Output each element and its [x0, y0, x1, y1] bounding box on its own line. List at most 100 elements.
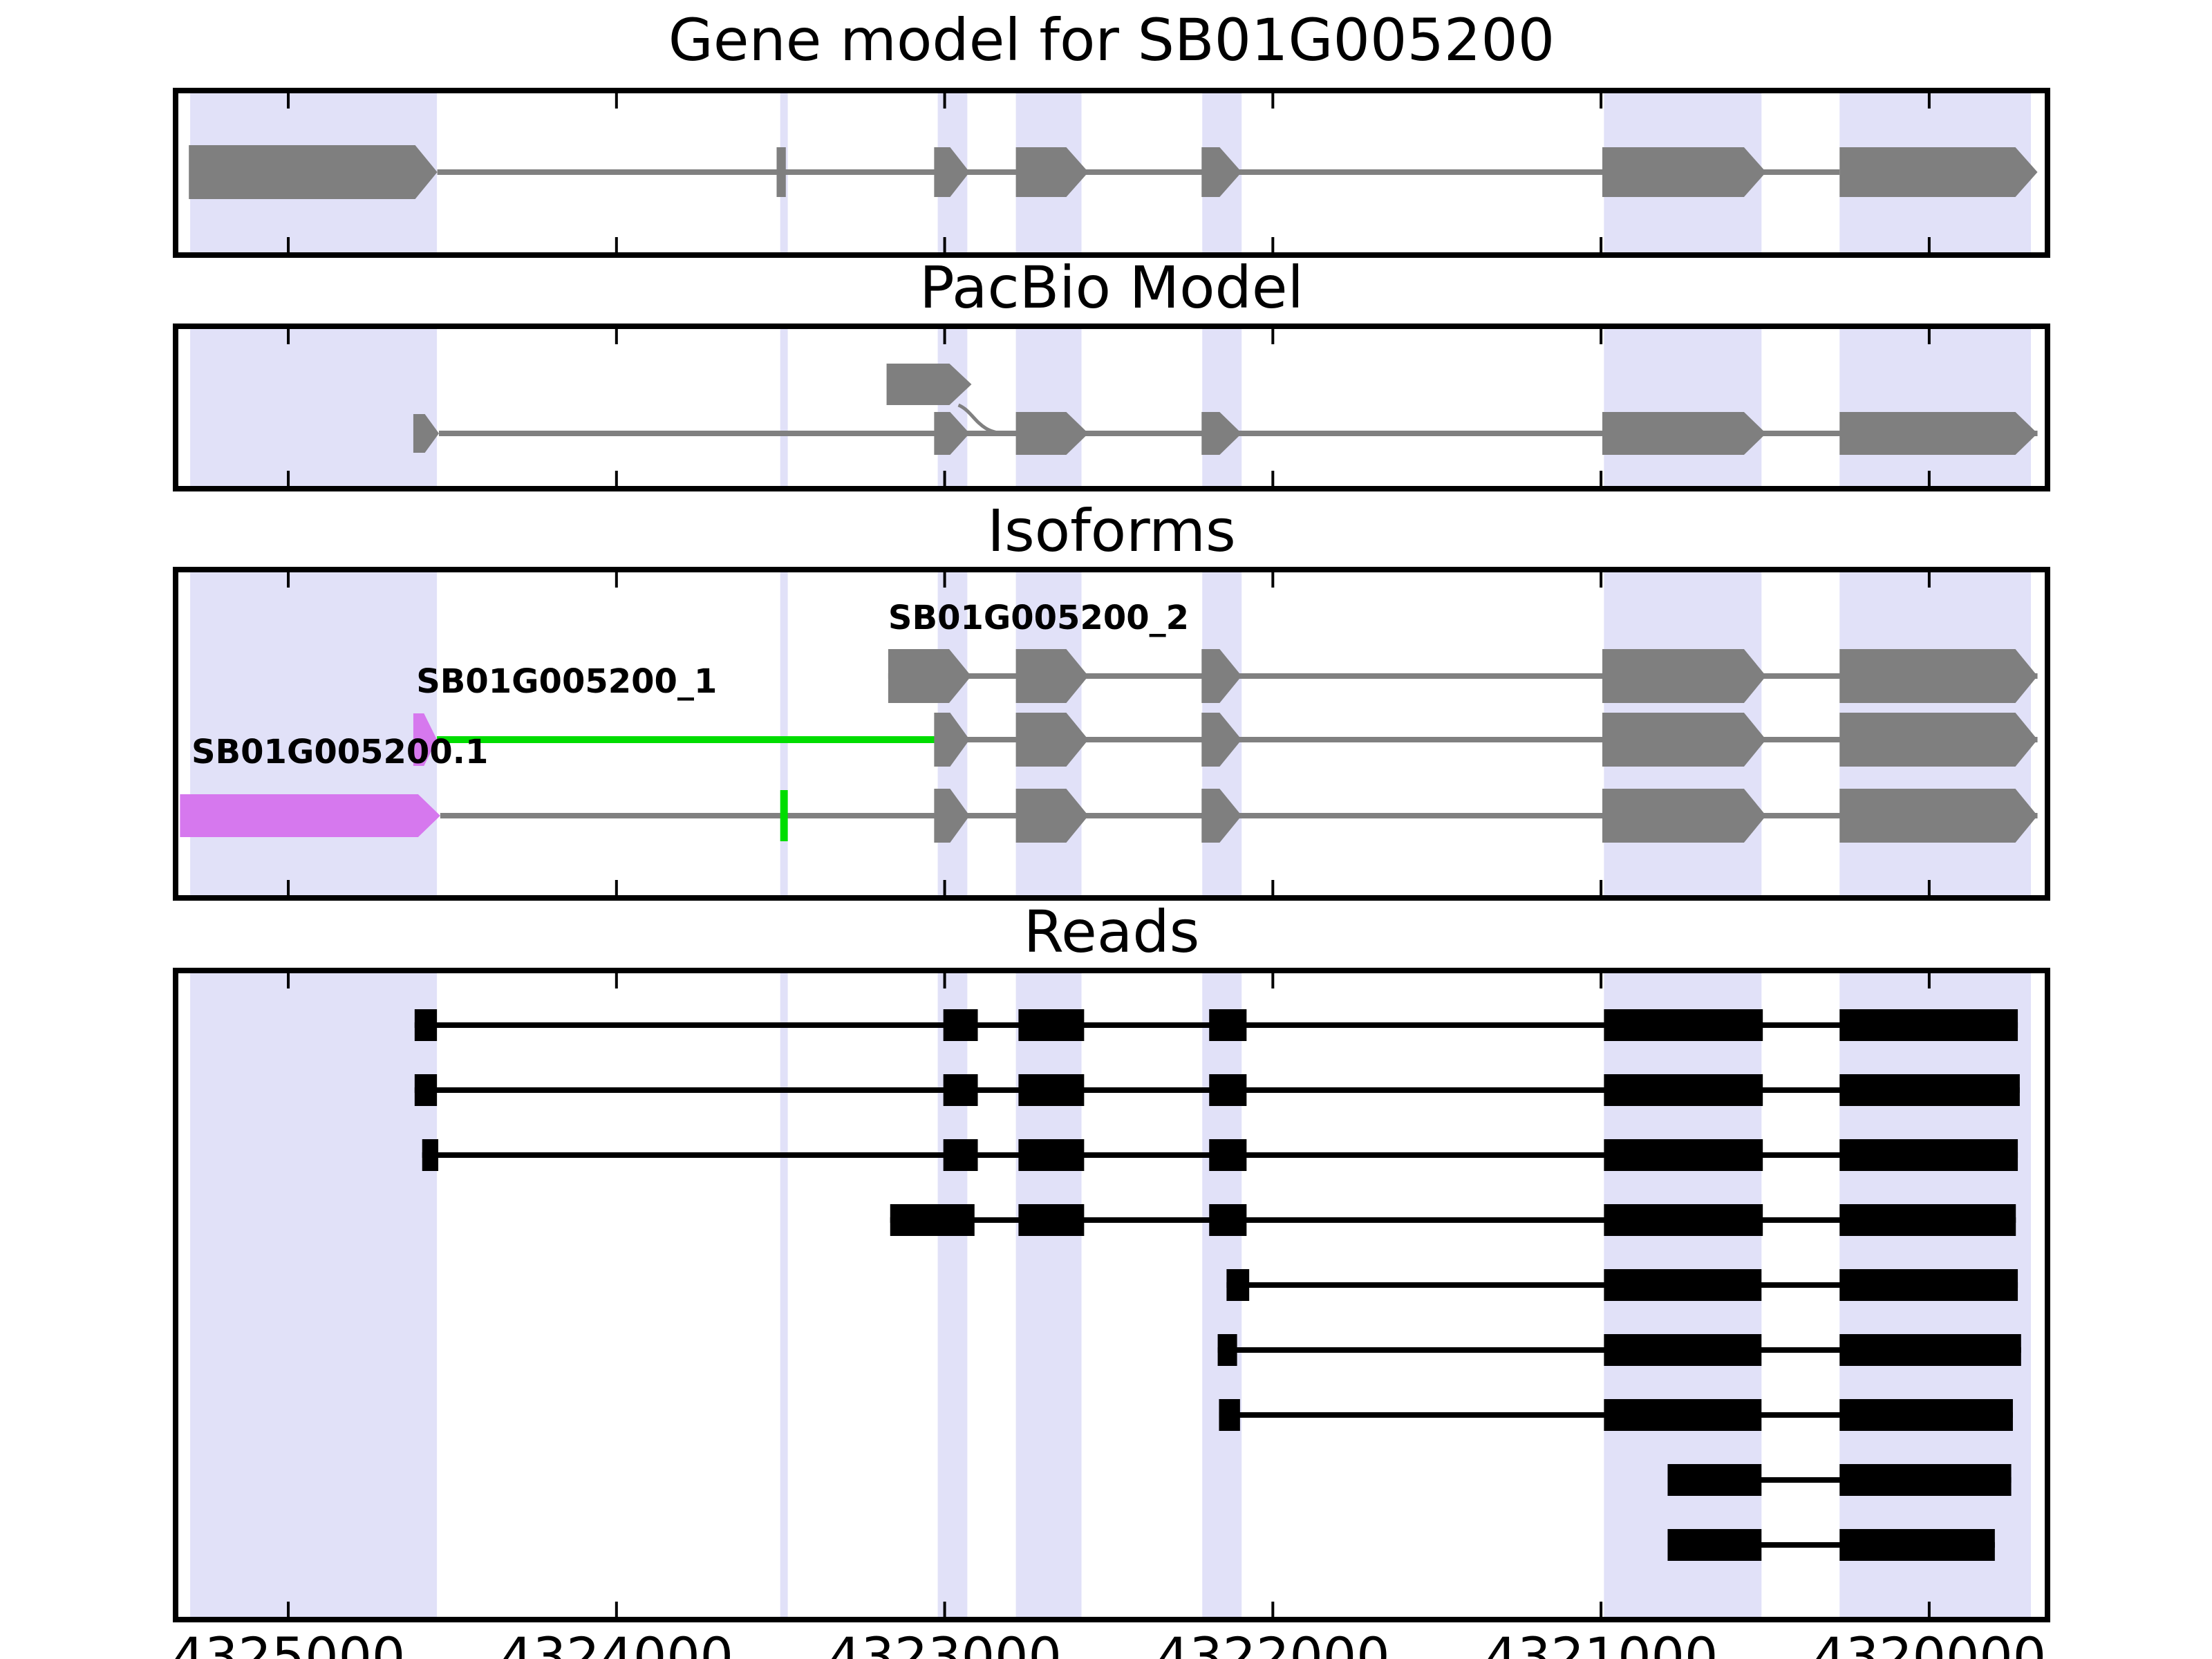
axis-tick-mark	[1271, 471, 1275, 486]
axis-tick-mark	[287, 572, 290, 588]
axis-tick-mark	[287, 237, 290, 252]
panel-gene-model	[173, 88, 2050, 258]
exon-arrow	[934, 713, 970, 767]
exon-arrow	[934, 789, 970, 843]
exon-arrow	[1602, 147, 1766, 197]
axis-tick-mark	[1600, 237, 1603, 252]
exon-arrow	[1015, 649, 1089, 703]
axis-tick-mark	[1271, 880, 1275, 895]
exon-arrow	[1201, 649, 1242, 703]
axis-tick-mark	[943, 93, 946, 109]
read-block	[1604, 1139, 1763, 1171]
read-block	[1604, 1204, 1763, 1236]
intron-line	[437, 169, 1840, 175]
exon-arrow	[1015, 713, 1089, 767]
exon-arrow	[413, 414, 439, 453]
exon-arrow	[1015, 789, 1089, 843]
axis-tick-mark	[1927, 329, 1931, 344]
axis-tick-mark	[615, 973, 618, 988]
read-block	[1018, 1074, 1085, 1106]
read-block	[890, 1204, 975, 1236]
highlight-band	[1015, 329, 1082, 486]
highlight-band	[190, 329, 438, 486]
panel-canvas	[180, 572, 2038, 895]
axis-tick-mark	[1927, 93, 1931, 109]
exon-arrow	[413, 713, 438, 766]
axis-tick-mark	[1600, 93, 1603, 109]
axis-tick-mark	[1600, 572, 1603, 588]
isoform-label: SB01G005200.1	[191, 733, 489, 771]
read-block	[1839, 1399, 2013, 1431]
highlight-band	[1015, 973, 1082, 1617]
axis-tick-mark	[1927, 471, 1931, 486]
x-tick-label: 4320000	[1812, 1626, 2047, 1659]
panel-title-reads: Reads	[1023, 898, 1200, 966]
read-block	[1839, 1464, 2012, 1496]
panel-canvas	[189, 93, 2038, 252]
intron-line	[938, 737, 2038, 742]
read-line	[1667, 1542, 1995, 1548]
exon-arrow	[1201, 147, 1242, 197]
axis-tick-mark	[943, 237, 946, 252]
read-line	[1667, 1477, 2012, 1483]
read-block	[1226, 1269, 1250, 1301]
axis-tick-mark	[1600, 973, 1603, 988]
axis-tick-mark	[287, 93, 290, 109]
read-block	[1839, 1269, 2018, 1301]
read-line	[890, 1217, 2016, 1223]
exon-arrow	[189, 145, 438, 199]
highlight-band	[1604, 329, 1762, 486]
axis-tick-mark	[1600, 329, 1603, 344]
axis-tick-mark	[1271, 1602, 1275, 1617]
axis-tick-mark	[615, 329, 618, 344]
exon-arrow	[934, 147, 970, 197]
axis-tick-mark	[943, 329, 946, 344]
panel-pacbio-model	[173, 324, 2050, 491]
axis-tick-mark	[615, 880, 618, 895]
panel-title-isoforms: Isoforms	[987, 497, 1236, 565]
panel-title-gene-model: Gene model for SB01G005200	[668, 6, 1555, 74]
exon-box	[776, 147, 786, 197]
axis-tick-mark	[1271, 572, 1275, 588]
axis-tick-mark	[1271, 329, 1275, 344]
read-block	[1217, 1334, 1237, 1366]
read-block	[1839, 1529, 1995, 1561]
axis-tick-mark	[615, 1602, 618, 1617]
read-block	[1604, 1269, 1762, 1301]
axis-tick-mark	[1600, 471, 1603, 486]
axis-tick-mark	[287, 1602, 290, 1617]
read-block	[1018, 1009, 1085, 1041]
read-block	[1209, 1204, 1247, 1236]
exon-arrow	[1602, 649, 1766, 703]
axis-tick-mark	[615, 237, 618, 252]
read-block	[1604, 1399, 1762, 1431]
exon-arrow	[1201, 789, 1242, 843]
isoform-label: SB01G005200_1	[416, 662, 718, 701]
axis-tick-mark	[943, 973, 946, 988]
exon-box	[780, 790, 788, 841]
exon-arrow	[1201, 412, 1242, 455]
axis-tick-mark	[615, 572, 618, 588]
read-block	[414, 1009, 438, 1041]
x-tick-label: 4322000	[1156, 1626, 1390, 1659]
read-block	[1209, 1074, 1247, 1106]
read-block	[1209, 1009, 1247, 1041]
panel-canvas	[190, 973, 2032, 1617]
x-tick-label: 4321000	[1483, 1626, 1718, 1659]
read-block	[1839, 1009, 2018, 1041]
axis-tick-mark	[1927, 237, 1931, 252]
axis-tick-mark	[1927, 880, 1931, 895]
axis-tick-mark	[1271, 237, 1275, 252]
axis-tick-mark	[943, 880, 946, 895]
read-block	[422, 1139, 439, 1171]
splice-curve	[957, 403, 1006, 435]
axis-tick-mark	[1927, 572, 1931, 588]
exon-arrow	[1602, 412, 1766, 455]
read-block	[943, 1074, 978, 1106]
axis-tick-mark	[287, 973, 290, 988]
exon-arrow	[1839, 147, 2038, 197]
read-block	[1018, 1139, 1085, 1171]
axis-tick-mark	[1927, 973, 1931, 988]
read-block	[1839, 1139, 2018, 1171]
panel-title-pacbio: PacBio Model	[919, 254, 1304, 321]
